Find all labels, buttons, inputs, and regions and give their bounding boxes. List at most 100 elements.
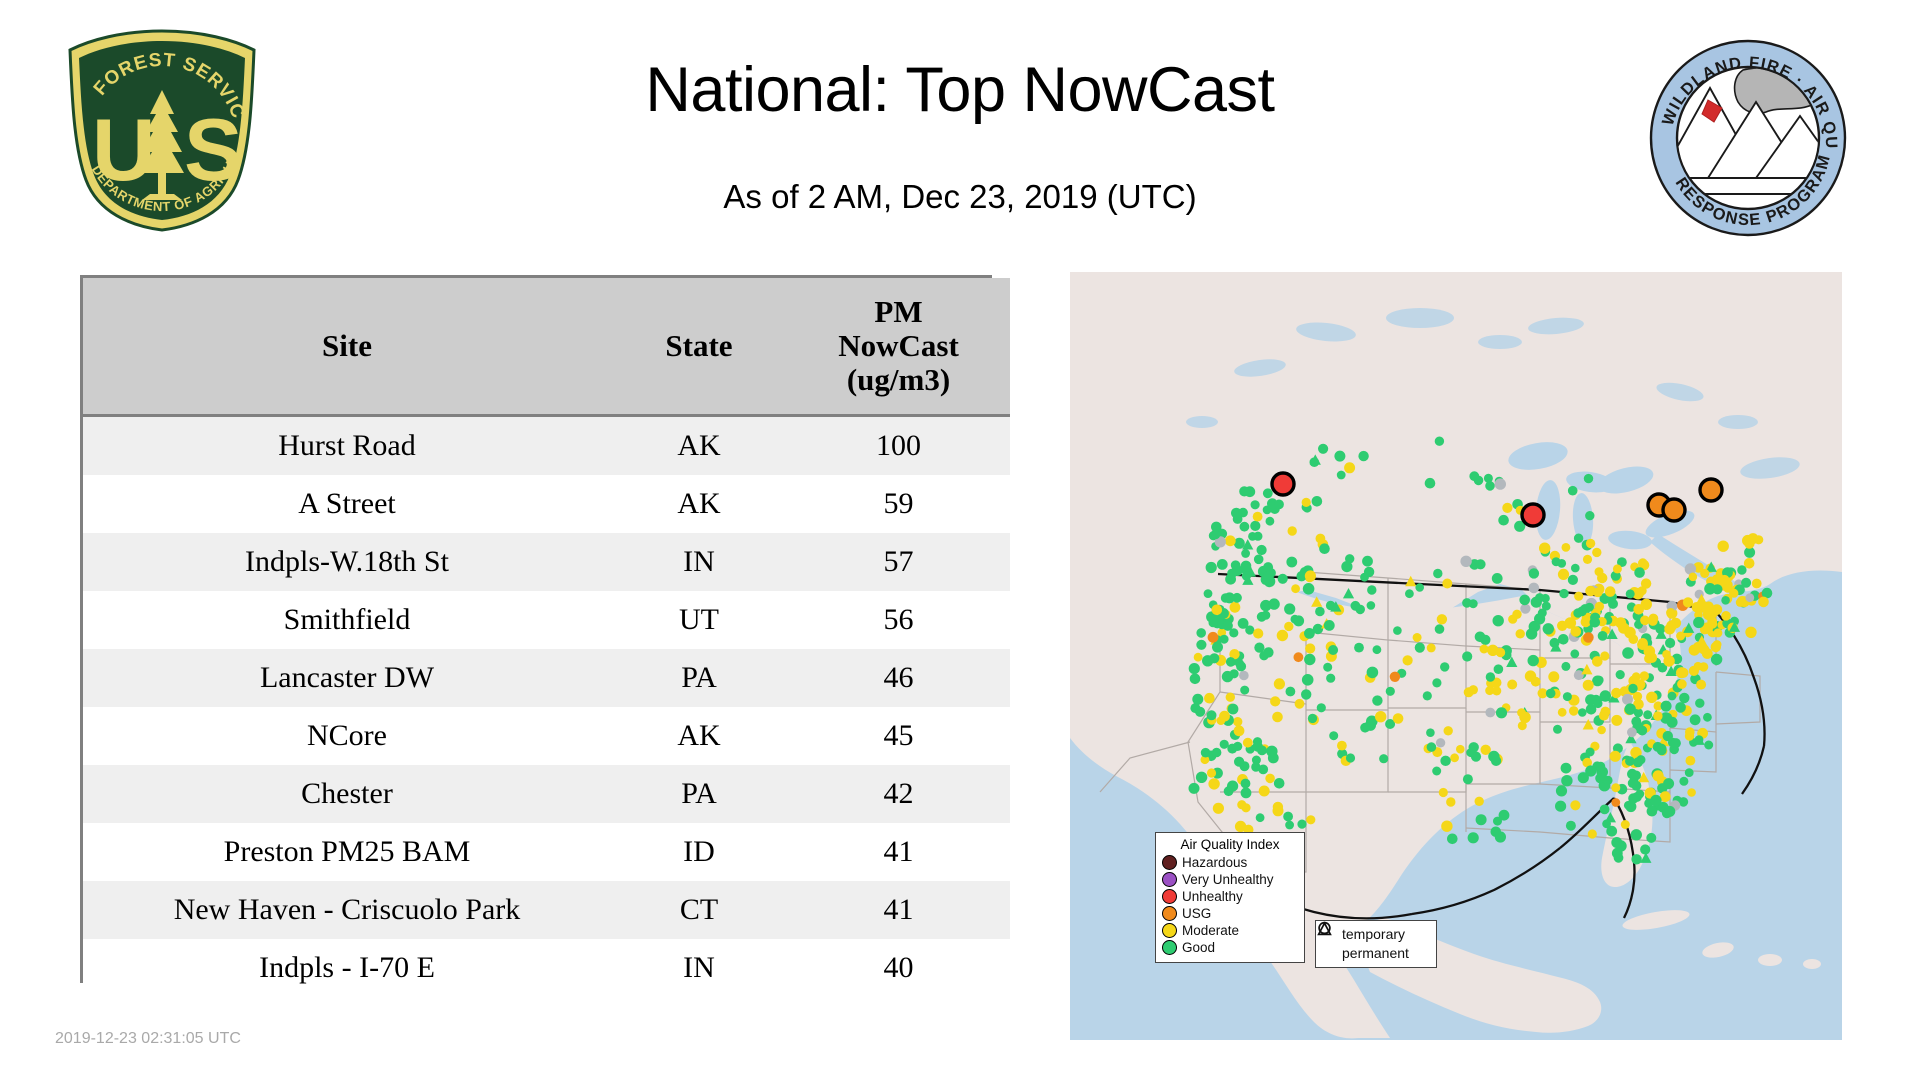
monitor-marker-temporary[interactable] [1329,731,1339,741]
highlighted-site-marker[interactable] [1520,502,1546,528]
monitor-marker-temporary[interactable] [1290,614,1300,624]
monitor-marker-temporary[interactable] [1636,755,1646,765]
monitor-marker-temporary[interactable] [1296,571,1307,582]
monitor-marker-temporary[interactable] [1664,623,1676,635]
monitor-marker-temporary[interactable] [1358,450,1369,462]
monitor-marker-temporary[interactable] [1704,740,1714,750]
monitor-marker-temporary[interactable] [1631,716,1642,727]
monitor-marker-temporary[interactable] [1211,747,1222,758]
monitor-marker-temporary[interactable] [1539,542,1551,554]
monitor-marker-temporary[interactable] [1498,514,1509,526]
monitor-marker-temporary[interactable] [1721,611,1731,621]
monitor-marker-temporary[interactable] [1609,750,1621,762]
monitor-marker-temporary[interactable] [1440,755,1451,766]
monitor-marker-temporary[interactable] [1405,589,1414,599]
monitor-marker-temporary[interactable] [1628,683,1638,694]
monitor-marker-temporary[interactable] [1743,558,1755,569]
monitor-marker-temporary[interactable] [1618,622,1630,634]
monitor-marker-temporary[interactable] [1319,543,1330,554]
monitor-marker-temporary[interactable] [1623,800,1633,810]
monitor-marker-permanent[interactable] [1330,601,1342,612]
monitor-marker-temporary[interactable] [1691,602,1702,613]
monitor-marker-temporary[interactable] [1498,809,1510,821]
monitor-marker-temporary[interactable] [1200,747,1211,758]
monitor-marker-temporary[interactable] [1200,755,1210,765]
monitor-marker-temporary[interactable] [1284,621,1294,632]
monitor-marker-temporary[interactable] [1239,521,1250,532]
monitor-marker-temporary[interactable] [1467,832,1479,844]
monitor-marker-temporary[interactable] [1209,653,1220,664]
monitor-marker-temporary[interactable] [1447,833,1458,845]
monitor-marker-permanent[interactable] [1342,588,1355,599]
monitor-marker-temporary[interactable] [1283,811,1293,822]
monitor-marker-temporary[interactable] [1628,634,1639,644]
monitor-marker-temporary[interactable] [1262,488,1273,499]
monitor-marker-temporary[interactable] [1242,737,1253,748]
monitor-marker-temporary[interactable] [1627,778,1638,788]
monitor-marker-temporary[interactable] [1234,756,1245,767]
monitor-marker-temporary[interactable] [1625,589,1635,599]
monitor-marker-temporary[interactable] [1570,800,1581,811]
monitor-marker-temporary[interactable] [1211,604,1223,616]
monitor-marker-temporary[interactable] [1253,628,1264,639]
monitor-marker-temporary[interactable] [1577,772,1589,784]
monitor-marker-temporary[interactable] [1446,797,1456,807]
monitor-marker-temporary[interactable] [1632,691,1643,702]
monitor-marker-temporary[interactable] [1276,629,1289,642]
monitor-marker-temporary[interactable] [1305,643,1316,654]
monitor-marker-temporary[interactable] [1578,708,1587,717]
monitor-marker-temporary[interactable] [1517,708,1526,717]
monitor-marker-temporary[interactable] [1659,791,1671,803]
monitor-marker-temporary[interactable] [1587,829,1597,839]
monitor-marker-temporary[interactable] [1527,654,1539,667]
monitor-marker-temporary[interactable] [1624,703,1636,715]
monitor-marker-temporary[interactable] [1270,696,1281,707]
monitor-marker-temporary[interactable] [1468,742,1479,753]
monitor-marker-temporary[interactable] [1696,679,1707,690]
monitor-marker-temporary[interactable] [1520,603,1531,614]
monitor-marker-temporary[interactable] [1266,568,1276,578]
monitor-marker-temporary[interactable] [1545,688,1556,699]
monitor-marker-temporary[interactable] [1637,586,1647,596]
monitor-marker-temporary[interactable] [1666,716,1678,728]
monitor-marker-temporary[interactable] [1667,691,1677,701]
monitor-marker-temporary[interactable] [1227,703,1239,715]
monitor-marker-temporary[interactable] [1585,511,1595,521]
monitor-marker-temporary[interactable] [1584,602,1594,612]
monitor-marker-temporary[interactable] [1717,540,1729,552]
monitor-marker-temporary[interactable] [1646,832,1657,843]
monitor-marker-temporary[interactable] [1561,775,1573,787]
monitor-marker-temporary[interactable] [1665,637,1676,649]
monitor-marker-temporary[interactable] [1205,561,1217,574]
monitor-marker-temporary[interactable] [1515,629,1525,639]
monitor-marker-temporary[interactable] [1694,610,1703,620]
monitor-marker-temporary[interactable] [1441,820,1453,832]
monitor-marker-temporary[interactable] [1585,538,1596,549]
monitor-marker-temporary[interactable] [1617,557,1627,567]
monitor-marker-temporary[interactable] [1585,747,1595,757]
monitor-marker-temporary[interactable] [1676,631,1686,641]
monitor-marker-temporary[interactable] [1595,761,1606,772]
monitor-marker-temporary[interactable] [1424,477,1436,489]
monitor-marker-temporary[interactable] [1479,644,1489,654]
monitor-marker-temporary[interactable] [1613,852,1624,863]
monitor-marker-temporary[interactable] [1567,574,1578,585]
monitor-marker-temporary[interactable] [1372,645,1382,655]
monitor-marker-temporary[interactable] [1597,631,1608,641]
monitor-marker-temporary[interactable] [1745,593,1755,603]
monitor-marker-temporary[interactable] [1574,591,1584,601]
monitor-marker-temporary[interactable] [1710,653,1723,666]
monitor-marker-temporary[interactable] [1594,601,1605,612]
monitor-marker-temporary[interactable] [1438,787,1448,798]
monitor-marker-temporary[interactable] [1560,762,1572,774]
monitor-marker-temporary[interactable] [1646,652,1658,663]
monitor-marker-temporary[interactable] [1615,840,1627,852]
monitor-marker-temporary[interactable] [1565,820,1576,831]
monitor-marker-temporary[interactable] [1699,624,1710,635]
monitor-marker-temporary[interactable] [1354,642,1364,653]
monitor-marker-temporary[interactable] [1266,745,1278,757]
monitor-marker-temporary[interactable] [1362,555,1373,567]
monitor-marker-temporary[interactable] [1263,647,1274,658]
monitor-marker-temporary[interactable] [1633,604,1644,615]
monitor-marker-temporary[interactable] [1561,543,1571,552]
